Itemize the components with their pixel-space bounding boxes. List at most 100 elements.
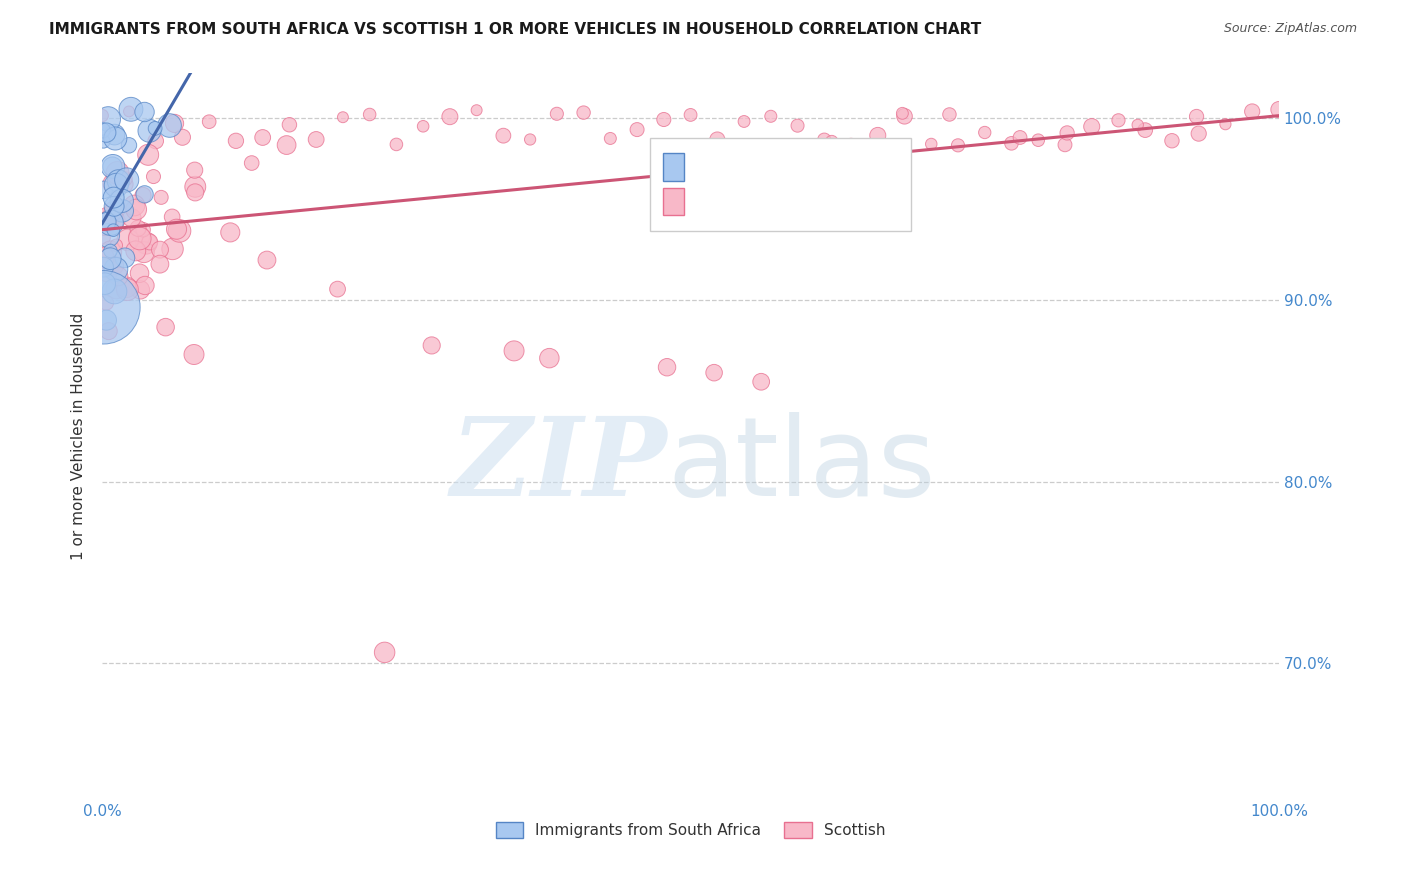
Point	[163, 116, 186, 130]
Point	[938, 107, 960, 121]
Point	[465, 103, 488, 118]
Point	[104, 131, 127, 145]
Point	[97, 228, 120, 243]
Point	[162, 242, 184, 256]
Point	[256, 253, 278, 268]
Point	[93, 217, 115, 231]
Point	[129, 283, 152, 297]
Point	[893, 109, 915, 123]
Point	[160, 210, 183, 224]
Point	[96, 218, 118, 232]
Point	[93, 183, 115, 197]
Point	[93, 231, 115, 245]
Point	[132, 188, 155, 202]
Point	[652, 112, 675, 127]
Point	[93, 135, 115, 149]
Point	[332, 110, 354, 124]
Point	[103, 128, 125, 142]
Point	[225, 134, 247, 148]
Point	[385, 137, 408, 152]
Point	[121, 211, 143, 225]
Point	[706, 132, 728, 146]
Point	[150, 190, 173, 204]
Point	[132, 223, 155, 237]
Point	[91, 123, 114, 137]
Point	[821, 135, 844, 149]
Point	[1188, 127, 1211, 141]
Point	[104, 262, 127, 277]
Point	[103, 203, 125, 218]
Point	[96, 313, 118, 327]
Point	[107, 269, 129, 284]
Point	[786, 119, 808, 133]
Point	[114, 251, 136, 265]
Point	[93, 300, 115, 314]
Point	[166, 222, 188, 236]
Point	[503, 343, 526, 358]
Point	[599, 131, 621, 145]
Point	[626, 122, 648, 136]
Point	[93, 277, 115, 291]
Point	[134, 105, 156, 120]
Point	[1026, 133, 1049, 147]
Point	[120, 103, 142, 117]
Point	[128, 266, 150, 280]
Point	[118, 138, 141, 153]
Point	[240, 156, 263, 170]
Point	[492, 128, 515, 143]
Point	[107, 166, 129, 180]
Point	[420, 338, 443, 352]
Point	[125, 202, 148, 217]
Point	[1008, 130, 1031, 145]
Point	[219, 226, 242, 240]
Point	[135, 236, 157, 251]
Point	[149, 257, 172, 271]
Legend: Immigrants from South Africa, Scottish: Immigrants from South Africa, Scottish	[489, 816, 891, 844]
Point	[105, 178, 128, 193]
Point	[169, 224, 191, 238]
Point	[118, 104, 141, 119]
Point	[891, 106, 914, 120]
Point	[128, 229, 150, 244]
Point	[98, 252, 121, 266]
Point	[111, 203, 134, 218]
Point	[572, 105, 595, 120]
Point	[103, 223, 125, 237]
Point	[276, 138, 298, 153]
Point	[96, 295, 118, 310]
Point	[439, 110, 461, 124]
Point	[103, 259, 125, 273]
Point	[117, 233, 139, 247]
Point	[759, 109, 782, 123]
Point	[143, 121, 166, 136]
Point	[145, 134, 167, 148]
Point	[813, 133, 835, 147]
Point	[703, 366, 725, 380]
Point	[149, 243, 172, 257]
Point	[1053, 137, 1076, 152]
Point	[134, 187, 156, 202]
Point	[136, 148, 159, 162]
Point	[100, 244, 122, 259]
Point	[125, 244, 148, 258]
Point	[100, 216, 122, 230]
Point	[546, 107, 568, 121]
Point	[103, 285, 125, 299]
Point	[278, 118, 301, 132]
Point	[115, 280, 138, 294]
Point	[114, 172, 136, 186]
Point	[184, 179, 207, 194]
Point	[184, 186, 207, 200]
Point	[172, 130, 194, 145]
Point	[105, 238, 128, 252]
Point	[159, 119, 181, 133]
Point	[128, 231, 150, 245]
Point	[139, 235, 162, 249]
Point	[101, 160, 124, 174]
Point	[733, 114, 755, 128]
Point	[155, 320, 177, 334]
Point	[866, 128, 889, 143]
Point	[412, 120, 434, 134]
Point	[1185, 110, 1208, 124]
Point	[1056, 126, 1078, 140]
